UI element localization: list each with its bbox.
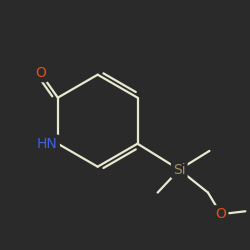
Text: HN: HN [37,137,58,151]
Text: Si: Si [173,162,186,176]
Text: O: O [216,207,226,221]
Text: O: O [35,66,46,80]
